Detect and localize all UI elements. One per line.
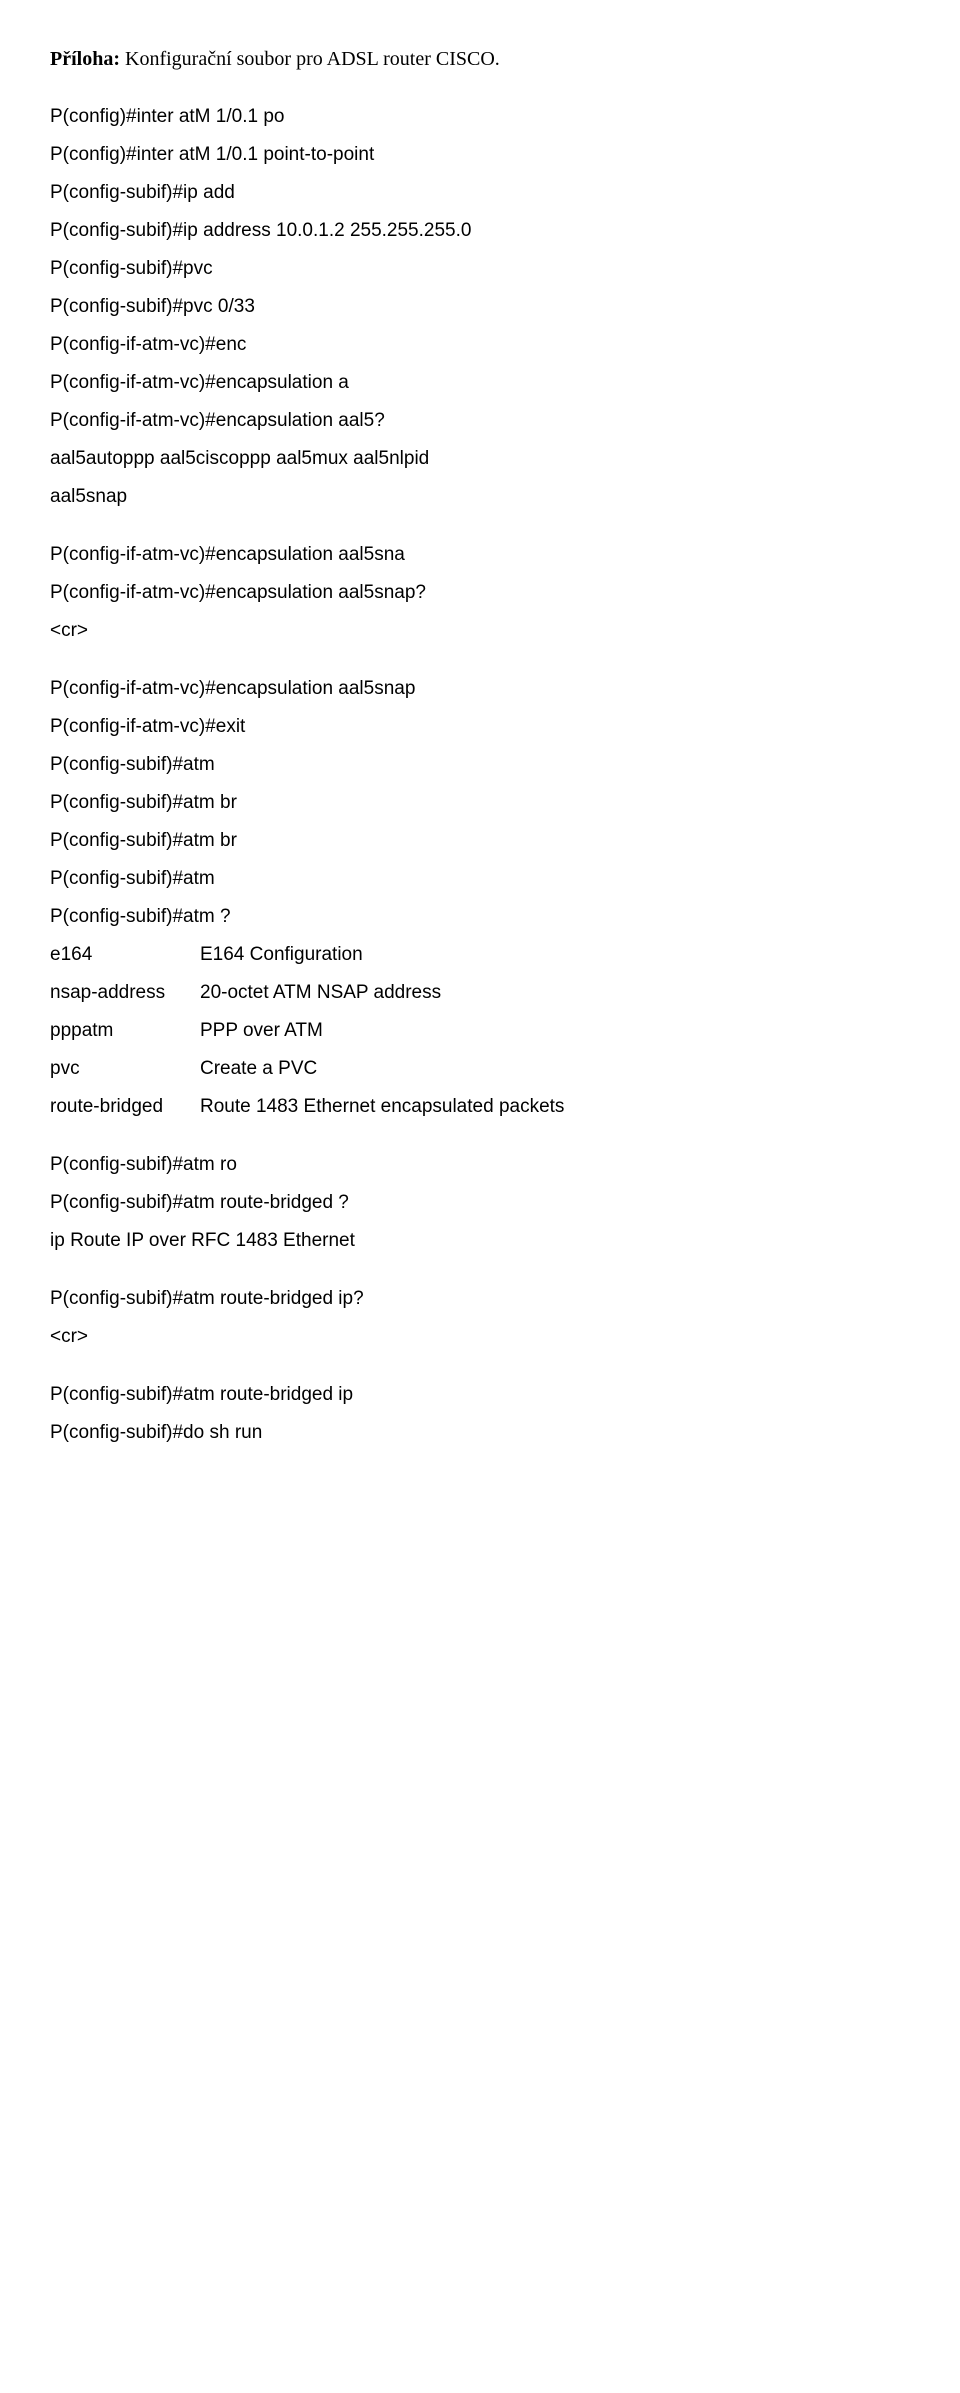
cmd-line: P(config-if-atm-vc)#exit — [50, 708, 910, 746]
cmd-line: P(config-subif)#do sh run — [50, 1414, 910, 1452]
option-row: e164 E164 Configuration — [50, 936, 910, 974]
option-key: e164 — [50, 936, 200, 974]
config-block-3: P(config-if-atm-vc)#encapsulation aal5sn… — [50, 670, 910, 1126]
cmd-line: P(config-subif)#atm ro — [50, 1146, 910, 1184]
config-block-1: P(config)#inter atM 1/0.1 po P(config)#i… — [50, 98, 910, 516]
cmd-line: aal5snap — [50, 478, 910, 516]
cmd-line: P(config-subif)#atm route-bridged ip — [50, 1376, 910, 1414]
cmd-line: P(config-subif)#atm ? — [50, 898, 910, 936]
option-row: route-bridged Route 1483 Ethernet encaps… — [50, 1088, 910, 1126]
cmd-line: P(config-subif)#atm route-bridged ip? — [50, 1280, 910, 1318]
cmd-line: P(config-subif)#pvc 0/33 — [50, 288, 910, 326]
cmd-line: P(config-if-atm-vc)#encapsulation aal5sn… — [50, 574, 910, 612]
cmd-line: P(config)#inter atM 1/0.1 po — [50, 98, 910, 136]
option-row: pvc Create a PVC — [50, 1050, 910, 1088]
option-row: pppatm PPP over ATM — [50, 1012, 910, 1050]
cmd-line: P(config-if-atm-vc)#encapsulation aal5sn… — [50, 536, 910, 574]
cmd-line: P(config-subif)#atm — [50, 860, 910, 898]
option-desc: PPP over ATM — [200, 1012, 323, 1050]
option-desc: E164 Configuration — [200, 936, 363, 974]
cmd-line: aal5autoppp aal5ciscoppp aal5mux aal5nlp… — [50, 440, 910, 478]
cmd-line: P(config-if-atm-vc)#encapsulation a — [50, 364, 910, 402]
option-key: nsap-address — [50, 974, 200, 1012]
cmd-line: P(config-if-atm-vc)#encapsulation aal5sn… — [50, 670, 910, 708]
config-block-6: P(config-subif)#atm route-bridged ip P(c… — [50, 1376, 910, 1452]
heading-label: Příloha: — [50, 48, 120, 70]
attachment-heading: Příloha: Konfigurační soubor pro ADSL ro… — [50, 40, 910, 78]
heading-text: Konfigurační soubor pro ADSL router CISC… — [120, 48, 500, 70]
cmd-line: P(config-subif)#ip address 10.0.1.2 255.… — [50, 212, 910, 250]
cmd-line: P(config-subif)#atm br — [50, 784, 910, 822]
cmd-line: P(config-if-atm-vc)#encapsulation aal5? — [50, 402, 910, 440]
options-list: e164 E164 Configuration nsap-address 20-… — [50, 936, 910, 1126]
config-block-2: P(config-if-atm-vc)#encapsulation aal5sn… — [50, 536, 910, 650]
cmd-line: <cr> — [50, 612, 910, 650]
option-row: nsap-address 20-octet ATM NSAP address — [50, 974, 910, 1012]
cmd-line: P(config-subif)#ip add — [50, 174, 910, 212]
cmd-line: P(config-if-atm-vc)#enc — [50, 326, 910, 364]
cmd-line: P(config-subif)#atm — [50, 746, 910, 784]
option-desc: Create a PVC — [200, 1050, 317, 1088]
cmd-line: <cr> — [50, 1318, 910, 1356]
option-desc: 20-octet ATM NSAP address — [200, 974, 441, 1012]
config-block-4: P(config-subif)#atm ro P(config-subif)#a… — [50, 1146, 910, 1260]
cmd-line: P(config)#inter atM 1/0.1 point-to-point — [50, 136, 910, 174]
cmd-line: P(config-subif)#pvc — [50, 250, 910, 288]
cmd-line: ip Route IP over RFC 1483 Ethernet — [50, 1222, 910, 1260]
cmd-line: P(config-subif)#atm route-bridged ? — [50, 1184, 910, 1222]
cmd-line: P(config-subif)#atm br — [50, 822, 910, 860]
option-key: pvc — [50, 1050, 200, 1088]
config-block-5: P(config-subif)#atm route-bridged ip? <c… — [50, 1280, 910, 1356]
option-key: route-bridged — [50, 1088, 200, 1126]
option-key: pppatm — [50, 1012, 200, 1050]
option-desc: Route 1483 Ethernet encapsulated packets — [200, 1088, 564, 1126]
